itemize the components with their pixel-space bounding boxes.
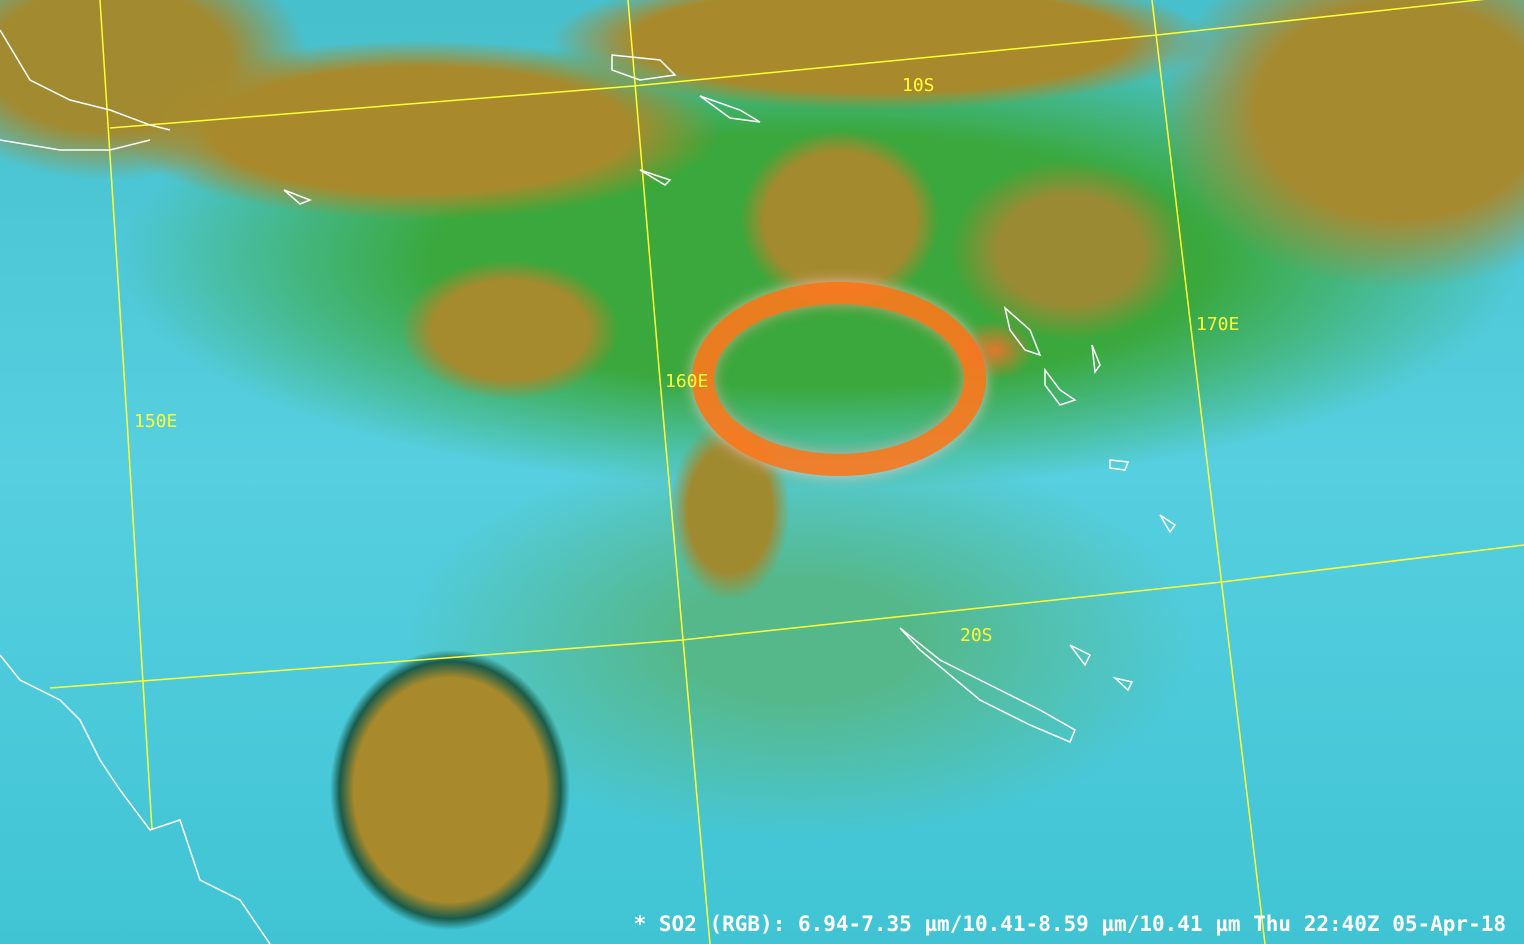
longitude-label-170e: 170E [1196,314,1240,335]
coastline-png [0,29,171,151]
longitude-label-150e: 150E [134,411,178,432]
coastline-new-caledonia [899,627,1076,743]
latitude-label-10s: 10S [902,75,935,96]
so2-plume-east [955,320,1035,380]
coastline-solomons [283,54,761,205]
coastline-australia [0,654,271,944]
longitude-line-150e [99,0,153,831]
longitude-line-170e [1151,0,1266,944]
latitude-line-20s [49,544,1524,689]
longitude-label-160e: 160E [665,371,709,392]
coastline-fiji-islands [1069,459,1177,692]
coastline-vanuatu [1003,305,1101,406]
image-caption: * SO2 (RGB): 6.94-7.35 µm/10.41-8.59 µm/… [633,912,1506,936]
longitude-line-160e [627,0,711,944]
latitude-line-10s [109,0,1486,129]
latitude-label-20s: 20S [960,625,993,646]
